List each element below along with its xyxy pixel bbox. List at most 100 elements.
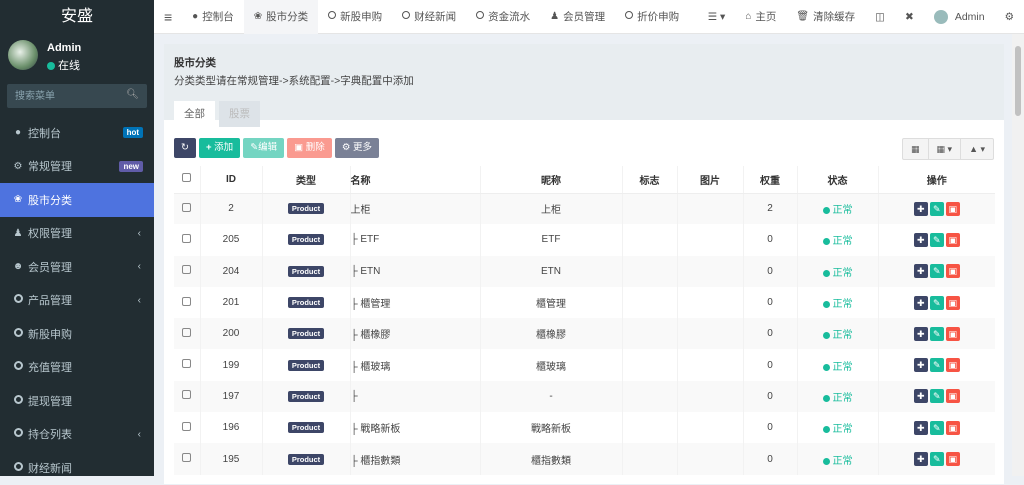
- sidebar-item[interactable]: ❀ 股市分类: [0, 183, 154, 217]
- nav-tab[interactable]: 资金流水: [466, 0, 540, 34]
- clear-cache-button[interactable]: 🗑︎ 清除缓存: [796, 11, 856, 23]
- edit-row-button[interactable]: ✎: [929, 389, 944, 404]
- edit-row-button[interactable]: ✎: [929, 295, 944, 310]
- drag-move-button[interactable]: ✚: [913, 264, 928, 279]
- search-icon[interactable]: 🔍︎: [126, 89, 139, 100]
- drag-move-button[interactable]: ✚: [913, 326, 928, 341]
- row-checkbox[interactable]: [174, 224, 200, 255]
- tab-all[interactable]: 全部: [174, 101, 215, 127]
- cell-image: [676, 412, 743, 444]
- delete-row-button[interactable]: ▣: [945, 232, 960, 247]
- cell-id: 200: [199, 318, 262, 350]
- add-button[interactable]: + 添加: [198, 138, 241, 158]
- edit-row-button[interactable]: ✎: [929, 264, 944, 279]
- drag-move-button[interactable]: ✚: [913, 295, 928, 310]
- delete-row-button[interactable]: ▣: [945, 264, 960, 279]
- cell-image: [676, 380, 743, 413]
- type-badge: Product: [287, 328, 325, 340]
- drag-move-button[interactable]: ✚: [913, 389, 928, 404]
- edit-row-button[interactable]: ✎: [929, 201, 944, 216]
- sidebar-item[interactable]: ☻ 会员管理 ‹: [0, 250, 154, 284]
- fullscreen-icon: ✖: [905, 10, 914, 23]
- table-row: 195 Product ├ 櫃指數類 櫃指數類 0 正常 ✚ ✎ ▣: [174, 443, 995, 475]
- drag-move-button[interactable]: ✚: [913, 232, 928, 247]
- sidebar-item[interactable]: 产品管理 ‹: [0, 284, 154, 318]
- edit-row-button[interactable]: ✎: [929, 232, 944, 247]
- delete-row-button[interactable]: ▣: [945, 326, 960, 341]
- page-scrollbar[interactable]: [1012, 34, 1024, 476]
- page-title: 股市分类: [174, 57, 216, 69]
- delete-row-button[interactable]: ▣: [945, 358, 960, 373]
- column-header[interactable]: 状态: [796, 166, 878, 194]
- edit-row-button[interactable]: ✎: [929, 452, 944, 467]
- list-dropdown-button[interactable]: ☰ ▾: [707, 10, 726, 23]
- drag-move-button[interactable]: ✚: [913, 201, 928, 216]
- nav-tab[interactable]: 新股申购: [318, 0, 392, 34]
- row-checkbox[interactable]: [174, 380, 200, 413]
- delete-row-button[interactable]: ▣: [945, 389, 960, 404]
- trash-icon: ▣: [294, 142, 304, 153]
- delete-row-button[interactable]: ▣: [945, 201, 960, 216]
- column-header[interactable]: 标志: [621, 166, 677, 194]
- fullscreen-button[interactable]: ✖: [895, 0, 924, 34]
- edit-button[interactable]: ✎编辑: [243, 138, 285, 158]
- delete-row-button[interactable]: ▣: [945, 295, 960, 310]
- row-checkbox[interactable]: [174, 318, 200, 350]
- cell-id: 201: [199, 286, 262, 319]
- menu-toggle-button[interactable]: ≡: [164, 8, 173, 25]
- nav-tab[interactable]: ● 控制台: [192, 11, 234, 23]
- sidebar-item[interactable]: ● 控制台 hot: [0, 116, 154, 150]
- translate-button[interactable]: ◫: [865, 0, 895, 34]
- column-header[interactable]: 昵称: [479, 166, 622, 194]
- nav-tab[interactable]: ♟ 会员管理: [550, 11, 606, 23]
- row-checkbox[interactable]: [174, 443, 200, 475]
- column-header[interactable]: 操作: [877, 166, 995, 194]
- menu-search-input[interactable]: [7, 84, 147, 108]
- sidebar-item[interactable]: ⚙ 常规管理 new: [0, 150, 154, 184]
- delete-row-button[interactable]: ▣: [945, 452, 960, 467]
- column-header[interactable]: 类型: [261, 166, 350, 194]
- row-checkbox[interactable]: [174, 255, 200, 287]
- toggle-view-button[interactable]: ▦: [911, 144, 920, 154]
- sidebar-item[interactable]: 充值管理: [0, 351, 154, 385]
- circle-icon: [11, 327, 25, 340]
- sidebar-item[interactable]: 提现管理: [0, 384, 154, 418]
- column-header[interactable]: 图片: [676, 166, 743, 194]
- status-dot-icon: [822, 207, 830, 215]
- scrollbar-thumb[interactable]: [1015, 46, 1021, 116]
- column-header[interactable]: 权重: [742, 166, 797, 194]
- export-dropdown-button[interactable]: ▲ ▾: [960, 139, 993, 159]
- nav-tab[interactable]: ❀ 股市分类: [243, 0, 319, 34]
- app-logo[interactable]: 安盛: [0, 0, 154, 34]
- row-checkbox[interactable]: [174, 193, 200, 225]
- edit-row-button[interactable]: ✎: [929, 326, 944, 341]
- drag-move-button[interactable]: ✚: [913, 420, 928, 435]
- edit-row-button[interactable]: ✎: [929, 420, 944, 435]
- sidebar-item[interactable]: 新股申购: [0, 317, 154, 351]
- sidebar-item[interactable]: 财经新闻: [0, 451, 154, 485]
- nav-tab[interactable]: 折价申购: [615, 0, 689, 34]
- refresh-button[interactable]: ↻: [174, 138, 196, 158]
- columns-dropdown-button[interactable]: ▦ ▾: [927, 139, 961, 159]
- admin-menu[interactable]: Admin: [924, 0, 995, 34]
- row-checkbox[interactable]: [174, 349, 200, 380]
- settings-button[interactable]: ⚙: [995, 0, 1024, 34]
- sidebar-item[interactable]: 持仓列表 ‹: [0, 418, 154, 452]
- edit-row-button[interactable]: ✎: [929, 358, 944, 373]
- select-all-checkbox[interactable]: [174, 166, 200, 194]
- status-dot-icon: [822, 269, 830, 277]
- delete-button[interactable]: ▣ 删除: [287, 138, 332, 158]
- delete-row-button[interactable]: ▣: [945, 420, 960, 435]
- sidebar-item[interactable]: ♟ 权限管理 ‹: [0, 217, 154, 251]
- column-header[interactable]: 名称: [349, 166, 480, 194]
- row-checkbox[interactable]: [174, 412, 200, 443]
- home-link[interactable]: ⌂ 主页: [745, 11, 777, 23]
- tab-stock[interactable]: 股票: [219, 101, 260, 127]
- nav-tab[interactable]: 财经新闻: [392, 0, 466, 34]
- drag-move-button[interactable]: ✚: [913, 452, 928, 467]
- column-header[interactable]: ID: [199, 166, 262, 194]
- drag-move-button[interactable]: ✚: [913, 358, 928, 373]
- row-checkbox[interactable]: [174, 287, 200, 318]
- cell-weight: 0: [742, 255, 797, 287]
- more-button[interactable]: ⚙ 更多: [334, 138, 379, 158]
